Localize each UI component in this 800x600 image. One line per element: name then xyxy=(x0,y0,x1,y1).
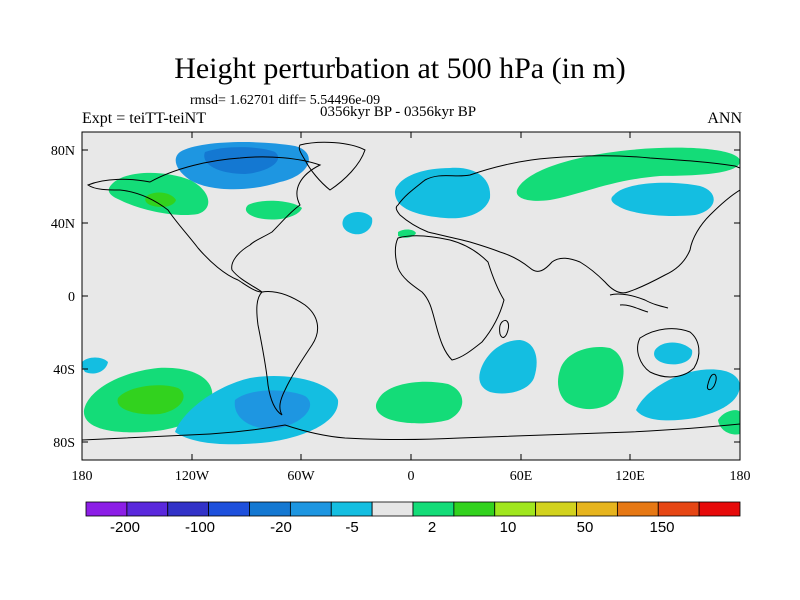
lon-tick-label: 120W xyxy=(175,469,210,484)
anomaly-region-south-indian-positive xyxy=(558,346,624,410)
anomaly-region-europe xyxy=(394,167,491,219)
anomaly-region-nw-pacific xyxy=(611,182,714,216)
anomaly-region-far-sw-pacific xyxy=(82,357,108,374)
coastline-africa xyxy=(394,235,505,361)
lon-tick-label: 60W xyxy=(287,469,315,484)
colorbar-swatch xyxy=(698,501,741,517)
chart-title: Height perturbation at 500 hPa (in m) xyxy=(174,52,626,85)
coastline-indonesia xyxy=(609,293,669,313)
colorbar-swatch xyxy=(412,501,455,517)
colorbar-swatch xyxy=(453,501,496,517)
colorbar-swatch xyxy=(249,501,291,517)
coastline-madagascar xyxy=(499,319,509,338)
colorbar-label: -200 xyxy=(110,519,140,536)
anomaly-core-drake-passage xyxy=(234,390,311,429)
colorbar-swatch xyxy=(289,501,332,517)
coastline-antarctica xyxy=(82,423,740,441)
anomaly-region-mid-atlantic xyxy=(342,212,373,235)
colorbar-swatch xyxy=(371,501,414,517)
lat-tick-label: 80N xyxy=(51,144,75,159)
colorbar-label: 2 xyxy=(428,519,436,536)
colorbar-label: 150 xyxy=(649,519,674,536)
lon-tick-label: 0 xyxy=(408,469,415,484)
colorbar-swatch xyxy=(167,501,210,517)
anomaly-region-south-indian-negative xyxy=(479,340,537,394)
colorbar-label: 10 xyxy=(500,519,517,536)
colorbar-label: -100 xyxy=(185,519,215,536)
anomaly-core-north-pacific xyxy=(145,192,176,208)
lat-tick-label: 80S xyxy=(53,436,75,451)
colorbar-swatch xyxy=(494,501,537,517)
coastline-new-zealand xyxy=(707,373,717,391)
lat-tick-label: 40S xyxy=(53,363,75,378)
lat-tick-label: 0 xyxy=(68,290,75,305)
lon-tick-label: 120E xyxy=(615,469,645,484)
coastline-north-america xyxy=(86,156,322,293)
anomaly-region-tasman xyxy=(636,369,740,421)
coastlines xyxy=(82,141,740,441)
season-label: ANN xyxy=(707,110,742,127)
colorbar-label: -20 xyxy=(270,519,292,536)
anomaly-core-south-pacific xyxy=(117,385,184,415)
coastline-australia xyxy=(637,328,700,378)
colorbar-label: 50 xyxy=(577,519,594,536)
lon-tick-label: 60E xyxy=(510,469,533,484)
lon-tick-label: 180 xyxy=(72,469,93,484)
anomaly-region-south-atlantic xyxy=(375,381,463,424)
lon-tick-label: 180 xyxy=(730,469,751,484)
coastline-south-america xyxy=(256,291,319,416)
colorbar-swatch xyxy=(85,501,128,517)
colorbar xyxy=(85,501,741,517)
period-label: 0356kyr BP - 0356kyr BP xyxy=(320,104,477,120)
coastline-eurasia xyxy=(395,155,740,294)
colorbar-swatch xyxy=(535,501,577,517)
lat-tick-label: 40N xyxy=(51,217,75,232)
colorbar-swatch xyxy=(126,501,169,517)
colorbar-label: -5 xyxy=(345,519,358,536)
anomaly-region-sw-pacific-edge xyxy=(718,410,740,435)
colorbar-swatch xyxy=(208,501,250,517)
colorbar-swatch xyxy=(330,501,373,517)
anomaly-core-north-canada xyxy=(204,147,279,174)
stats-label: rmsd= 1.62701 diff= 5.54496e-09 xyxy=(190,93,381,108)
colorbar-swatch xyxy=(657,501,700,517)
lon-axis xyxy=(81,132,741,460)
coastline-greenland xyxy=(298,141,366,191)
anomaly-layer xyxy=(82,142,740,445)
colorbar-swatch xyxy=(576,501,618,517)
lat-axis xyxy=(82,149,740,443)
experiment-label: Expt = teiTT-teiNT xyxy=(82,110,206,127)
colorbar-swatch xyxy=(616,501,659,517)
anomaly-region-east-australia xyxy=(654,342,693,365)
